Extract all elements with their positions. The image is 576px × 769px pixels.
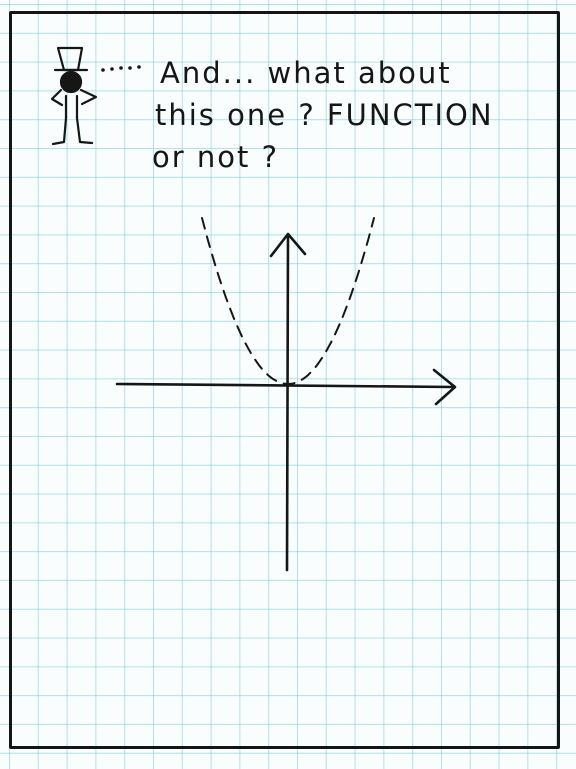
- page-border: [9, 11, 560, 749]
- parabola-curve: [201, 217, 375, 386]
- y-axis: [285, 234, 290, 572]
- caption-line-3: or not ?: [152, 140, 279, 174]
- caption-line-1: And... what about: [160, 56, 452, 90]
- head-icon: [59, 70, 83, 94]
- top-hat-icon: [56, 46, 84, 72]
- speech-dots-icon: [101, 65, 141, 72]
- x-axis: [115, 382, 455, 389]
- axes: [115, 232, 457, 572]
- stick-figure-icon: [50, 46, 98, 146]
- y-axis-arrowhead-icon: [269, 232, 307, 258]
- x-axis-arrowhead-icon: [432, 368, 457, 406]
- caption-line-2: this one ? FUNCTION: [155, 98, 494, 132]
